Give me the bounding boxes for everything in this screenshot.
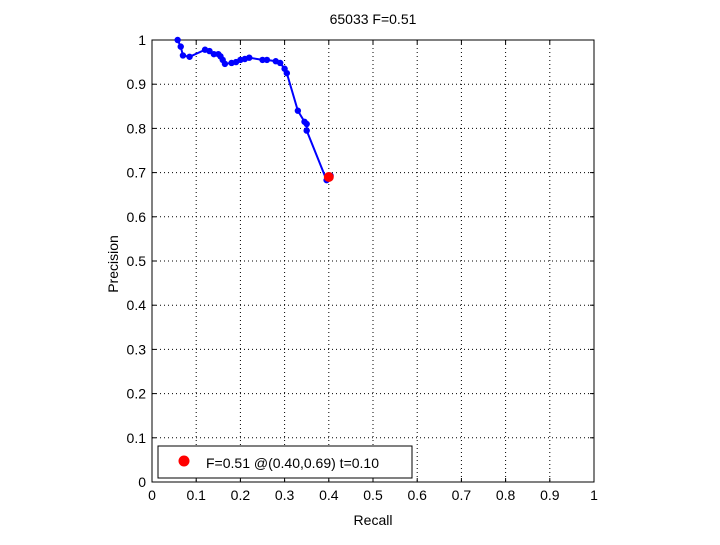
x-tick-labels: 0 0.1 0.2 0.3 0.4 0.5 0.6 0.7 0.8 0.9 1	[148, 487, 598, 503]
series-point	[283, 69, 291, 77]
series-point	[246, 54, 253, 61]
legend-box	[157, 445, 413, 479]
legend-marker	[178, 455, 190, 467]
series-point	[179, 52, 187, 59]
x-tick-label: 0.6	[407, 487, 427, 503]
grid-lines	[152, 40, 594, 482]
x-tick-label: 1	[590, 487, 598, 503]
y-tick-label: 0.3	[127, 341, 147, 357]
series-point	[276, 59, 284, 67]
chart-title: 65033 F=0.51	[330, 11, 417, 27]
x-tick-label: 0.7	[452, 487, 472, 503]
y-tick-label: 0.8	[127, 120, 147, 136]
y-tick-label: 0	[138, 474, 146, 490]
y-tick-label: 0.1	[127, 430, 147, 446]
x-axis-label: Recall	[354, 512, 393, 528]
y-tick-label: 0.9	[127, 76, 147, 92]
x-tick-label: 0	[148, 487, 156, 503]
series-point	[221, 60, 229, 68]
axes-box	[151, 39, 595, 483]
best-f-point	[323, 172, 334, 183]
best-point-layer	[323, 172, 334, 183]
y-tick-label: 0.7	[127, 165, 147, 181]
series-point	[177, 43, 184, 50]
series-point	[174, 36, 181, 44]
x-tick-label: 0.2	[231, 487, 251, 503]
x-tick-label: 0.4	[319, 487, 339, 503]
series-point	[259, 56, 266, 64]
x-tick-label: 0.5	[363, 487, 383, 503]
x-tick-label: 0.1	[186, 487, 206, 503]
y-tick-label: 0.2	[127, 386, 147, 402]
series-point	[263, 56, 271, 64]
y-tick-label: 0.5	[127, 253, 147, 269]
y-axis-label: Precision	[105, 235, 121, 293]
series-point	[294, 107, 302, 114]
y-tick-label: 1	[138, 32, 146, 48]
series-point	[210, 50, 218, 58]
y-tick-label: 0.4	[127, 297, 147, 313]
y-tick-labels: 0 0.1 0.2 0.3 0.4 0.5 0.6 0.7 0.8 0.9 1	[127, 32, 147, 490]
series-point	[186, 53, 193, 60]
axes	[151, 39, 595, 483]
x-tick-label: 0.8	[496, 487, 516, 503]
pr-series	[174, 36, 334, 184]
y-tick-label: 0.6	[127, 209, 147, 225]
x-tick-label: 0.9	[540, 487, 560, 503]
legend-label: F=0.51 @(0.40,0.69) t=0.10	[206, 455, 379, 471]
series-point	[303, 127, 310, 134]
series-point	[303, 120, 310, 128]
legend: F=0.51 @(0.40,0.69) t=0.10	[157, 445, 413, 479]
x-tick-label: 0.3	[275, 487, 295, 503]
